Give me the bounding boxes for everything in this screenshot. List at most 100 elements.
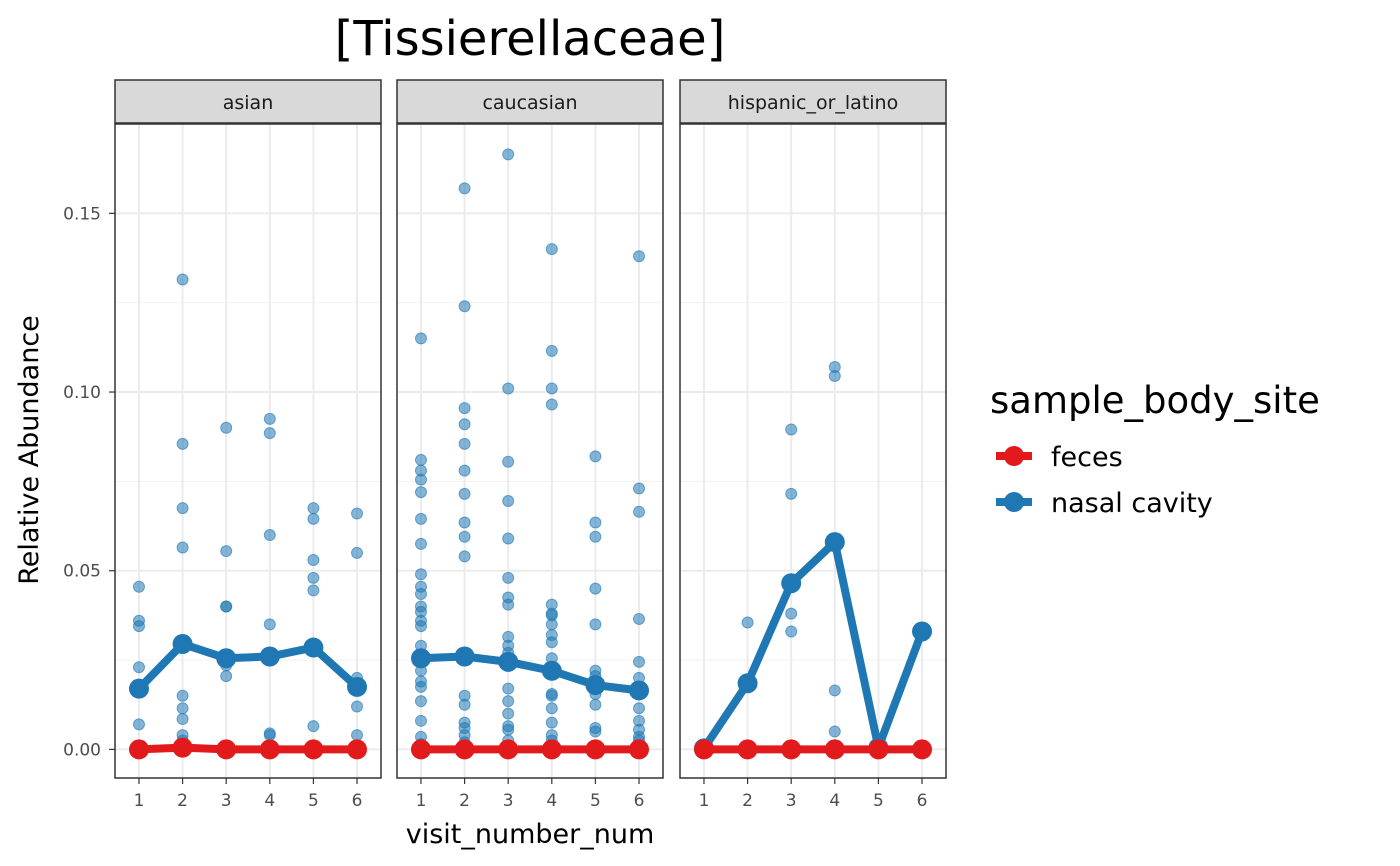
x-tick-label: 2	[742, 791, 753, 811]
x-tick-label: 6	[634, 791, 645, 811]
legend-label: nasal cavity	[1051, 488, 1213, 519]
data-point	[502, 532, 515, 545]
panel-border	[114, 123, 382, 779]
data-point	[633, 482, 646, 495]
data-point	[351, 700, 364, 713]
series-marker-feces	[541, 739, 562, 760]
x-tick-label: 1	[134, 791, 145, 811]
series-line-nasal-cavity	[700, 538, 926, 752]
data-point	[414, 620, 427, 633]
data-point	[785, 607, 798, 620]
data-point	[458, 698, 471, 711]
facet-strip-label: hispanic_or_latino	[728, 92, 898, 114]
panel-asian: asian 1 2 3 4 5 6	[114, 79, 382, 811]
data-point	[545, 702, 558, 715]
data-point	[589, 516, 602, 529]
data-point	[545, 689, 558, 702]
data-point	[589, 698, 602, 711]
data-point	[589, 530, 602, 543]
data-point	[458, 402, 471, 415]
data-point	[545, 243, 558, 256]
series-marker-feces	[216, 739, 237, 760]
data-point	[589, 618, 602, 631]
data-point	[414, 537, 427, 550]
data-point	[828, 369, 841, 382]
facet-strip	[114, 79, 382, 124]
x-tick-label: 3	[786, 791, 797, 811]
series-marker-feces	[824, 739, 845, 760]
series-marker-nasal-cavity	[303, 637, 324, 658]
series-marker-nasal-cavity	[737, 673, 758, 694]
data-point	[589, 450, 602, 463]
x-tick-label: 1	[416, 791, 427, 811]
data-point	[176, 502, 189, 515]
data-point	[132, 661, 145, 674]
series-marker-nasal-cavity	[347, 676, 368, 697]
series-marker-feces	[259, 739, 280, 760]
data-point	[414, 568, 427, 581]
data-point	[132, 580, 145, 593]
facet-strip-label: asian	[223, 92, 274, 114]
legend-title: sample_body_site	[990, 379, 1320, 422]
series-marker-nasal-cavity	[454, 646, 475, 667]
data-point	[458, 437, 471, 450]
panel-background	[397, 124, 663, 778]
series-marker-feces	[629, 739, 650, 760]
plot-title: [Tissierellaceae]	[335, 11, 726, 67]
data-point	[307, 571, 320, 584]
data-point	[545, 618, 558, 631]
series-marker-feces	[737, 739, 758, 760]
series-marker-nasal-cavity	[629, 680, 650, 701]
data-point	[414, 714, 427, 727]
data-point	[220, 421, 233, 434]
data-point	[458, 300, 471, 313]
data-point	[220, 670, 233, 683]
data-point	[545, 344, 558, 357]
data-point	[176, 689, 189, 702]
data-point	[502, 682, 515, 695]
x-tick-label: 6	[352, 791, 363, 811]
data-point	[741, 616, 754, 629]
data-point	[458, 516, 471, 529]
data-point	[176, 273, 189, 286]
data-point	[263, 729, 276, 742]
series-marker-feces	[347, 739, 368, 760]
panel-background	[115, 124, 381, 778]
series-marker-feces	[172, 737, 193, 758]
series-marker-feces	[410, 739, 431, 760]
series-marker-feces	[128, 739, 149, 760]
y-tick-label: 0.10	[63, 383, 101, 403]
panel-border	[396, 123, 664, 779]
data-point	[414, 473, 427, 486]
series-marker-nasal-cavity	[824, 532, 845, 553]
series-marker-nasal-cavity	[585, 675, 606, 696]
facet-strip	[396, 79, 664, 124]
data-point	[458, 464, 471, 477]
facet-strip	[679, 79, 947, 124]
data-point	[458, 182, 471, 195]
x-tick-label: 5	[308, 791, 319, 811]
legend: sample_body_site feces nasal cavity	[990, 379, 1320, 519]
data-point	[502, 707, 515, 720]
data-point	[502, 382, 515, 395]
legend-key-marker	[1004, 446, 1024, 466]
data-point	[502, 495, 515, 508]
data-point	[176, 713, 189, 726]
x-axis-title: visit_number_num	[406, 819, 655, 850]
x-tick-label: 6	[917, 791, 928, 811]
data-point	[545, 382, 558, 395]
x-tick-label: 3	[503, 791, 514, 811]
y-tick-label: 0.15	[63, 204, 101, 224]
data-point	[458, 487, 471, 500]
y-tick-label: 0.05	[63, 562, 101, 582]
series-marker-feces	[454, 739, 475, 760]
data-point	[414, 512, 427, 525]
data-point	[633, 505, 646, 518]
data-point	[502, 455, 515, 468]
data-point	[502, 571, 515, 584]
series-marker-nasal-cavity	[410, 648, 431, 669]
data-point	[132, 620, 145, 633]
data-point	[502, 723, 515, 736]
